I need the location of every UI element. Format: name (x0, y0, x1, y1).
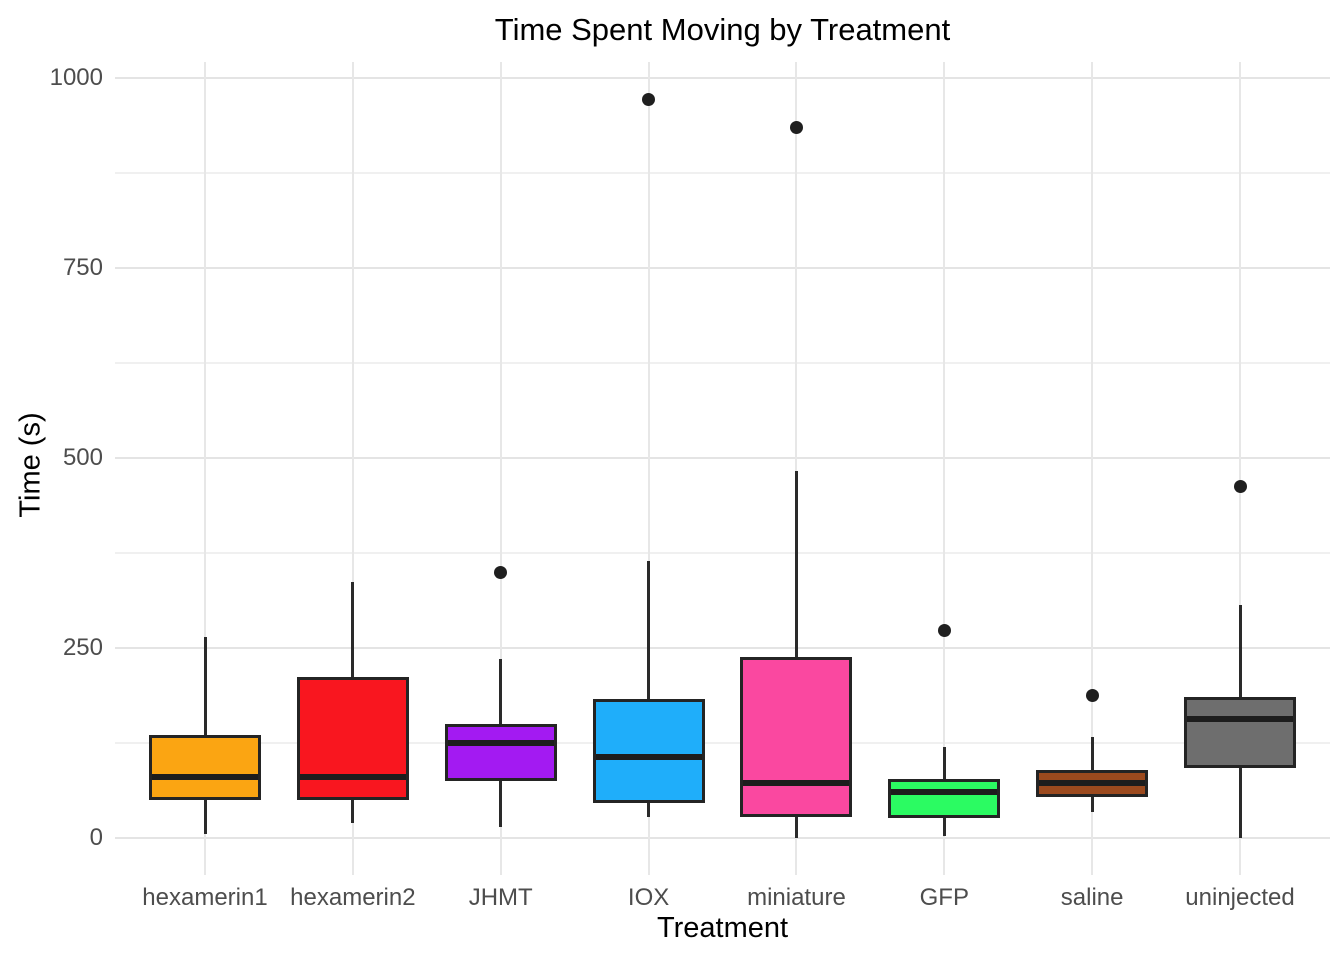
gridline-major-h (115, 77, 1330, 79)
chart-title: Time Spent Moving by Treatment (494, 12, 951, 47)
x-tick-label: IOX (627, 884, 670, 911)
gridline-minor-h (115, 172, 1330, 174)
gridline-major-v (1239, 62, 1242, 875)
gridline-major-h (115, 267, 1330, 269)
box-IOX (592, 698, 705, 804)
gridline-major-h (115, 837, 1330, 839)
gridline-major-v (204, 62, 206, 875)
gridline-major-v (647, 62, 650, 875)
box-hexamerin1 (149, 735, 261, 800)
median-line (299, 774, 406, 781)
y-tick-label: 1000 (49, 64, 103, 91)
median-line (743, 780, 850, 787)
median-line (595, 753, 702, 760)
box-uninjected (1184, 696, 1297, 769)
x-axis-title: Treatment (656, 912, 789, 944)
box-GFP (888, 779, 1001, 819)
whisker (647, 561, 651, 818)
gridline-major-v (1091, 62, 1094, 875)
outlier-point (1233, 480, 1247, 494)
box-miniature (740, 657, 853, 817)
x-tick-label: JHMT (468, 884, 533, 911)
gridline-major-v (943, 62, 946, 875)
gridline-minor-h (115, 362, 1330, 364)
gridline-major-v (795, 62, 798, 875)
gridline-major-h (115, 647, 1330, 649)
median-line (891, 789, 998, 796)
gridline-major-v (499, 62, 502, 875)
gridline-major-v (351, 62, 354, 875)
whisker (794, 470, 798, 838)
outlier-point (642, 92, 656, 106)
x-tick-label: hexamerin2 (290, 884, 416, 911)
box-hexamerin2 (296, 676, 409, 800)
x-tick-label: uninjected (1185, 884, 1295, 911)
outlier-point (494, 565, 508, 579)
outlier-point (1085, 688, 1099, 702)
median-line (1039, 780, 1146, 787)
gridline-major-h (115, 457, 1330, 459)
x-tick-label: saline (1060, 884, 1124, 911)
gridline-minor-h (115, 552, 1330, 554)
y-tick-label: 500 (62, 444, 103, 471)
x-tick-label: hexamerin1 (142, 884, 268, 911)
median-line (447, 740, 554, 746)
y-tick-label: 0 (89, 824, 103, 851)
x-tick-label: GFP (919, 884, 969, 911)
median-line (1187, 715, 1294, 722)
outlier-point (789, 120, 803, 134)
box-JHMT (444, 724, 557, 781)
y-tick-label: 750 (62, 254, 103, 281)
plot-panel (115, 62, 1330, 875)
outlier-point (937, 624, 951, 638)
x-tick-label: miniature (747, 884, 846, 911)
gridline-minor-h (115, 742, 1330, 744)
y-tick-label: 250 (62, 634, 103, 661)
median-line (152, 774, 258, 781)
